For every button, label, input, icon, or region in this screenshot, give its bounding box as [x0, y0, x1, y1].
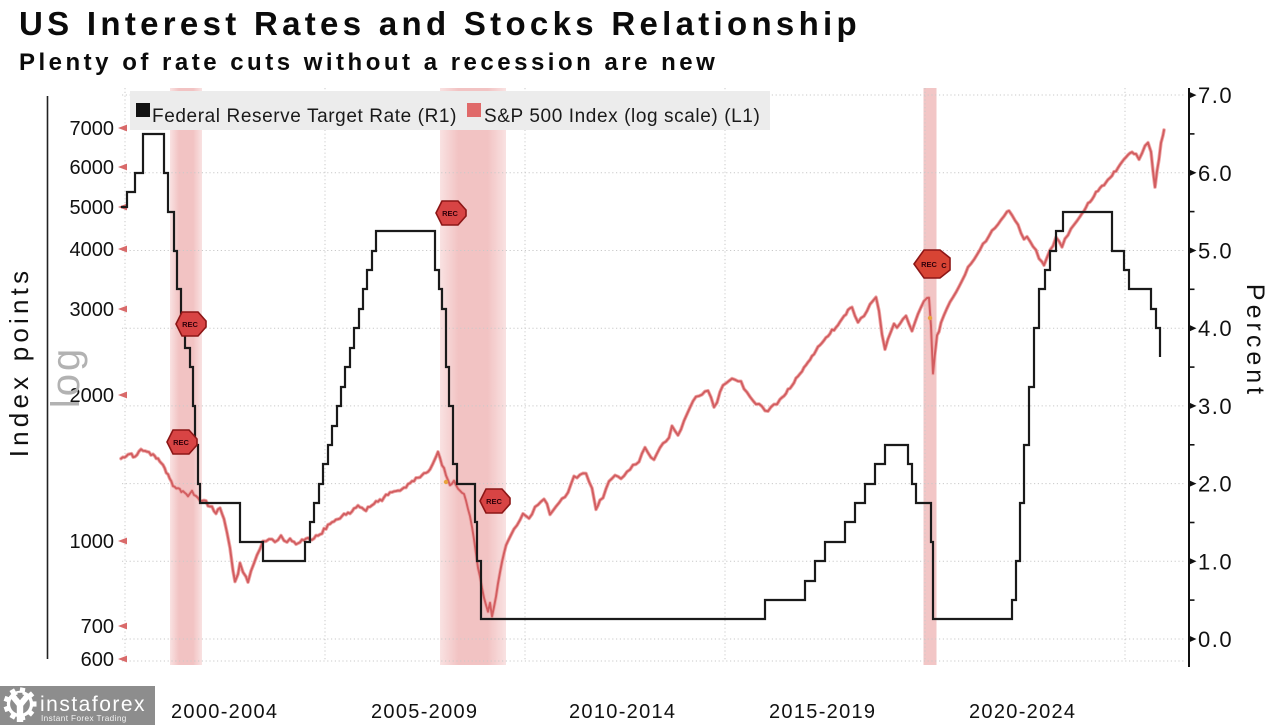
svg-text:2010-2014: 2010-2014 [569, 701, 676, 723]
svg-text:700: 700 [81, 616, 114, 638]
svg-text:instaforex: instaforex [40, 693, 146, 716]
svg-text:2015-2019: 2015-2019 [769, 701, 876, 723]
svg-text:2020-2024: 2020-2024 [969, 701, 1076, 723]
svg-text:6.0: 6.0 [1198, 161, 1233, 186]
svg-text:1.0: 1.0 [1198, 549, 1233, 574]
svg-text:1000: 1000 [70, 531, 115, 553]
svg-text:4000: 4000 [70, 239, 115, 261]
svg-text:REC: REC [486, 497, 502, 506]
svg-text:Federal Reserve Target Rate (R: Federal Reserve Target Rate (R1) [152, 106, 457, 127]
svg-text:US Interest Rates and Stocks R: US Interest Rates and Stocks Relationshi… [19, 5, 861, 42]
svg-text:REC: REC [921, 260, 937, 269]
svg-text:7.0: 7.0 [1198, 83, 1233, 108]
svg-text:2000: 2000 [70, 385, 115, 407]
svg-text:2.0: 2.0 [1198, 472, 1233, 497]
svg-text:2000-2004: 2000-2004 [171, 701, 278, 723]
svg-text:2005-2009: 2005-2009 [371, 701, 478, 723]
svg-text:REC: REC [442, 209, 458, 218]
svg-text:600: 600 [81, 649, 114, 671]
svg-text:Plenty of rate cuts without a: Plenty of rate cuts without a recession … [19, 49, 718, 76]
svg-text:7000: 7000 [70, 118, 115, 140]
svg-text:Index points: Index points [4, 267, 34, 458]
svg-text:3.0: 3.0 [1198, 394, 1233, 419]
svg-text:log: log [44, 346, 88, 408]
svg-text:5.0: 5.0 [1198, 239, 1233, 264]
svg-text:REC: REC [173, 438, 189, 447]
svg-text:Percent: Percent [1241, 284, 1269, 398]
svg-text:C: C [941, 261, 947, 270]
svg-text:REC: REC [182, 320, 198, 329]
svg-text:0.0: 0.0 [1198, 627, 1233, 652]
svg-text:5000: 5000 [70, 197, 115, 219]
svg-text:S&P 500 Index (log scale) (L1): S&P 500 Index (log scale) (L1) [484, 106, 760, 127]
svg-text:6000: 6000 [70, 157, 115, 179]
svg-text:Instant Forex Trading: Instant Forex Trading [41, 714, 127, 723]
svg-text:4.0: 4.0 [1198, 316, 1233, 341]
svg-text:3000: 3000 [70, 299, 115, 321]
